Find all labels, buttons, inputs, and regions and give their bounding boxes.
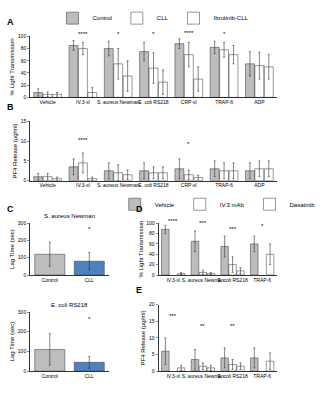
svg-text:E. coli RS218: E. coli RS218 (138, 182, 169, 188)
svg-text:E. coli RS218: E. coli RS218 (51, 302, 88, 308)
svg-text:TRAP-6: TRAP-6 (215, 182, 233, 188)
svg-text:80: 80 (21, 45, 27, 51)
svg-text:10: 10 (149, 335, 155, 341)
svg-text:*: * (88, 226, 91, 232)
svg-text:Vehicle: Vehicle (40, 99, 56, 105)
svg-text:***: *** (229, 226, 237, 232)
svg-text:CRP-xl: CRP-xl (181, 182, 197, 188)
svg-text:Control: Control (93, 15, 112, 21)
svg-text:E: E (136, 285, 142, 295)
svg-text:Vehicle: Vehicle (155, 202, 175, 208)
svg-text:****: **** (78, 137, 88, 143)
svg-text:*: * (88, 316, 91, 322)
svg-text:40: 40 (149, 251, 155, 257)
svg-text:40: 40 (21, 70, 27, 76)
svg-text:****: **** (78, 31, 88, 37)
svg-text:5: 5 (23, 158, 26, 164)
svg-text:****: **** (168, 218, 178, 224)
svg-text:0: 0 (23, 94, 26, 100)
svg-text:60: 60 (149, 241, 155, 247)
svg-text:% Light Transmission: % Light Transmission (138, 221, 144, 278)
svg-text:*: * (261, 223, 264, 229)
svg-text:IV.3-xl: IV.3-xl (76, 99, 90, 105)
svg-text:ADP: ADP (254, 99, 265, 105)
svg-text:300: 300 (18, 220, 27, 226)
svg-text:*: * (117, 31, 120, 37)
svg-text:**: ** (230, 323, 235, 329)
svg-text:80: 80 (149, 230, 155, 236)
svg-text:***: *** (199, 220, 207, 226)
svg-text:TRAP-6: TRAP-6 (253, 373, 271, 379)
svg-text:PF4 Release (µg/ml): PF4 Release (µg/ml) (140, 310, 146, 365)
svg-text:***: *** (169, 313, 177, 319)
svg-text:0: 0 (23, 368, 26, 374)
svg-text:20: 20 (149, 261, 155, 267)
svg-text:CLL: CLL (85, 277, 94, 283)
svg-text:*: * (187, 141, 190, 147)
svg-text:B: B (7, 102, 14, 112)
svg-text:A: A (7, 17, 14, 27)
svg-text:PF4 Release (µg/ml): PF4 Release (µg/ml) (12, 123, 18, 178)
svg-text:100: 100 (146, 220, 155, 226)
svg-text:S. aureus Newman: S. aureus Newman (97, 99, 140, 105)
svg-text:15: 15 (21, 118, 27, 124)
svg-text:S. aureus Newman: S. aureus Newman (97, 182, 140, 188)
svg-text:CLL: CLL (157, 15, 169, 21)
svg-text:Vehicle: Vehicle (40, 182, 56, 188)
svg-text:10: 10 (21, 138, 27, 144)
svg-text:TRAP-6: TRAP-6 (253, 277, 271, 283)
svg-text:****: **** (184, 30, 194, 36)
svg-text:S. aureus Newman: S. aureus Newman (182, 373, 225, 379)
svg-text:E. coli RS218: E. coli RS218 (217, 277, 248, 283)
svg-text:15: 15 (149, 318, 155, 324)
svg-text:5: 5 (152, 351, 155, 357)
svg-text:CRP-xl: CRP-xl (181, 99, 197, 105)
svg-text:Control: Control (42, 373, 58, 379)
svg-text:Lag Time (sec): Lag Time (sec) (9, 322, 15, 362)
svg-text:Dasatinib: Dasatinib (290, 202, 316, 208)
svg-text:100: 100 (18, 33, 27, 39)
svg-text:D: D (136, 204, 143, 214)
svg-text:TRAP-6: TRAP-6 (215, 99, 233, 105)
svg-text:ADP: ADP (254, 182, 265, 188)
svg-text:20: 20 (21, 82, 27, 88)
svg-text:**: ** (200, 323, 205, 329)
svg-text:IV.3-xl: IV.3-xl (166, 373, 180, 379)
svg-text:*: * (223, 31, 226, 37)
svg-text:200: 200 (18, 237, 27, 243)
svg-text:IV.3 mAb: IV.3 mAb (220, 202, 245, 208)
svg-text:IV.3-xl: IV.3-xl (166, 277, 180, 283)
svg-text:E. coli RS218: E. coli RS218 (217, 373, 248, 379)
svg-text:Lag Time (sec): Lag Time (sec) (9, 229, 15, 269)
svg-text:Ibrutinib-CLL: Ibrutinib-CLL (214, 15, 249, 21)
svg-text:E. coli RS218: E. coli RS218 (138, 99, 169, 105)
svg-text:20: 20 (149, 301, 155, 307)
svg-text:% Light Transmission: % Light Transmission (9, 38, 15, 95)
svg-text:Control: Control (42, 277, 58, 283)
svg-text:0: 0 (152, 272, 155, 278)
svg-text:IV.3-xl: IV.3-xl (76, 182, 90, 188)
svg-text:S. aureus Newman: S. aureus Newman (44, 213, 95, 219)
svg-text:100: 100 (18, 254, 27, 260)
svg-text:*: * (152, 31, 155, 37)
svg-text:0: 0 (23, 272, 26, 278)
svg-text:C: C (7, 204, 14, 214)
svg-text:0: 0 (23, 177, 26, 183)
svg-text:100: 100 (18, 348, 27, 354)
svg-text:0: 0 (152, 368, 155, 374)
svg-text:60: 60 (21, 58, 27, 64)
svg-text:CLL: CLL (85, 373, 94, 379)
svg-text:S. aureus Newman: S. aureus Newman (182, 277, 225, 283)
svg-text:300: 300 (18, 309, 27, 315)
svg-text:200: 200 (18, 328, 27, 334)
